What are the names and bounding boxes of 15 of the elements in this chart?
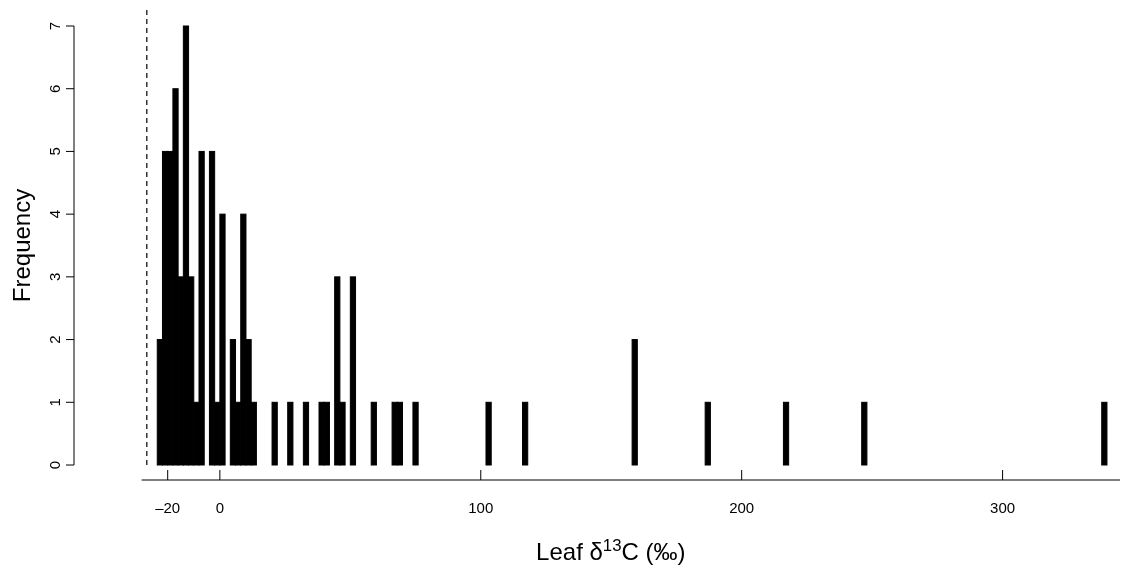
y-tick-label: 6: [46, 84, 63, 93]
x-tick-label: –20: [155, 499, 181, 516]
y-tick-label: 0: [46, 460, 63, 470]
x-axis-title: Leaf δ$^{13}$C (‰): [536, 535, 686, 565]
x-tick-label: 0: [215, 499, 225, 516]
y-tick-label: 3: [46, 272, 63, 282]
y-tick-label: 2: [46, 335, 63, 344]
y-axis-title: Frequency: [8, 188, 35, 303]
x-tick-label: 200: [729, 499, 755, 516]
y-tick-label: 7: [46, 21, 63, 31]
y-tick-label: 4: [46, 209, 63, 219]
x-tick-label: 300: [990, 499, 1016, 516]
y-tick-label: 1: [46, 398, 63, 407]
y-tick-label: 5: [46, 147, 63, 156]
x-tick-label: 100: [468, 499, 494, 516]
